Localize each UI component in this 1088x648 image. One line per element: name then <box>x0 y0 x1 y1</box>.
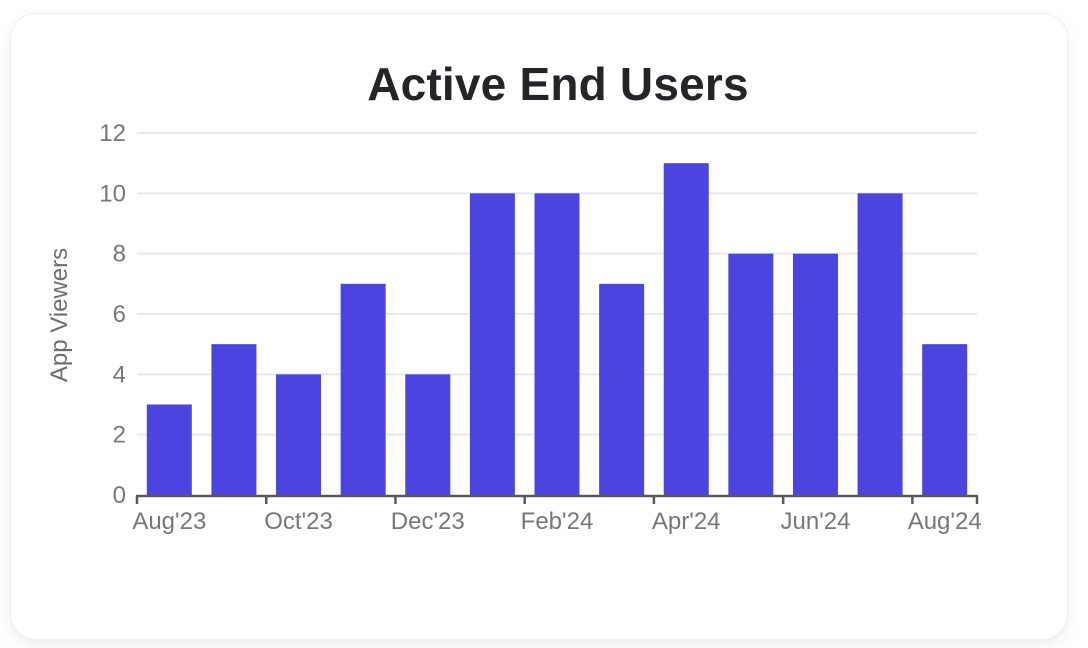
x-tick-label-apr24: Apr'24 <box>652 508 721 535</box>
chart-title: Active End Users <box>367 58 749 110</box>
bar-sep23[interactable] <box>211 344 257 495</box>
y-tick-label-2: 2 <box>113 422 126 449</box>
bar-oct23[interactable] <box>276 374 322 495</box>
x-tick-label-feb24: Feb'24 <box>521 508 594 535</box>
bar-nov23[interactable] <box>340 283 386 495</box>
y-tick-label-6: 6 <box>113 301 126 328</box>
bar-mar24[interactable] <box>599 283 645 495</box>
bar-feb24[interactable] <box>534 193 580 496</box>
bar-jul24[interactable] <box>857 193 903 496</box>
bar-aug24[interactable] <box>922 344 968 495</box>
x-tick-label-aug23: Aug'23 <box>132 508 206 535</box>
bar-aug23[interactable] <box>146 404 192 496</box>
x-tick-label-jun24: Jun'24 <box>780 508 850 535</box>
y-tick-label-4: 4 <box>113 361 126 388</box>
y-tick-label-8: 8 <box>113 241 126 268</box>
bar-may24[interactable] <box>728 253 774 495</box>
y-tick-label-0: 0 <box>113 482 126 509</box>
y-tick-label-10: 10 <box>99 180 126 207</box>
x-tick-label-aug24: Aug'24 <box>908 508 982 535</box>
y-tick-label-12: 12 <box>99 120 126 147</box>
bar-dec23[interactable] <box>405 374 451 495</box>
bar-jun24[interactable] <box>792 253 838 495</box>
x-tick-label-oct23: Oct'23 <box>264 508 333 535</box>
bar-jan24[interactable] <box>469 193 515 496</box>
bar-apr24[interactable] <box>663 163 709 495</box>
x-tick-label-dec23: Dec'23 <box>391 508 465 535</box>
